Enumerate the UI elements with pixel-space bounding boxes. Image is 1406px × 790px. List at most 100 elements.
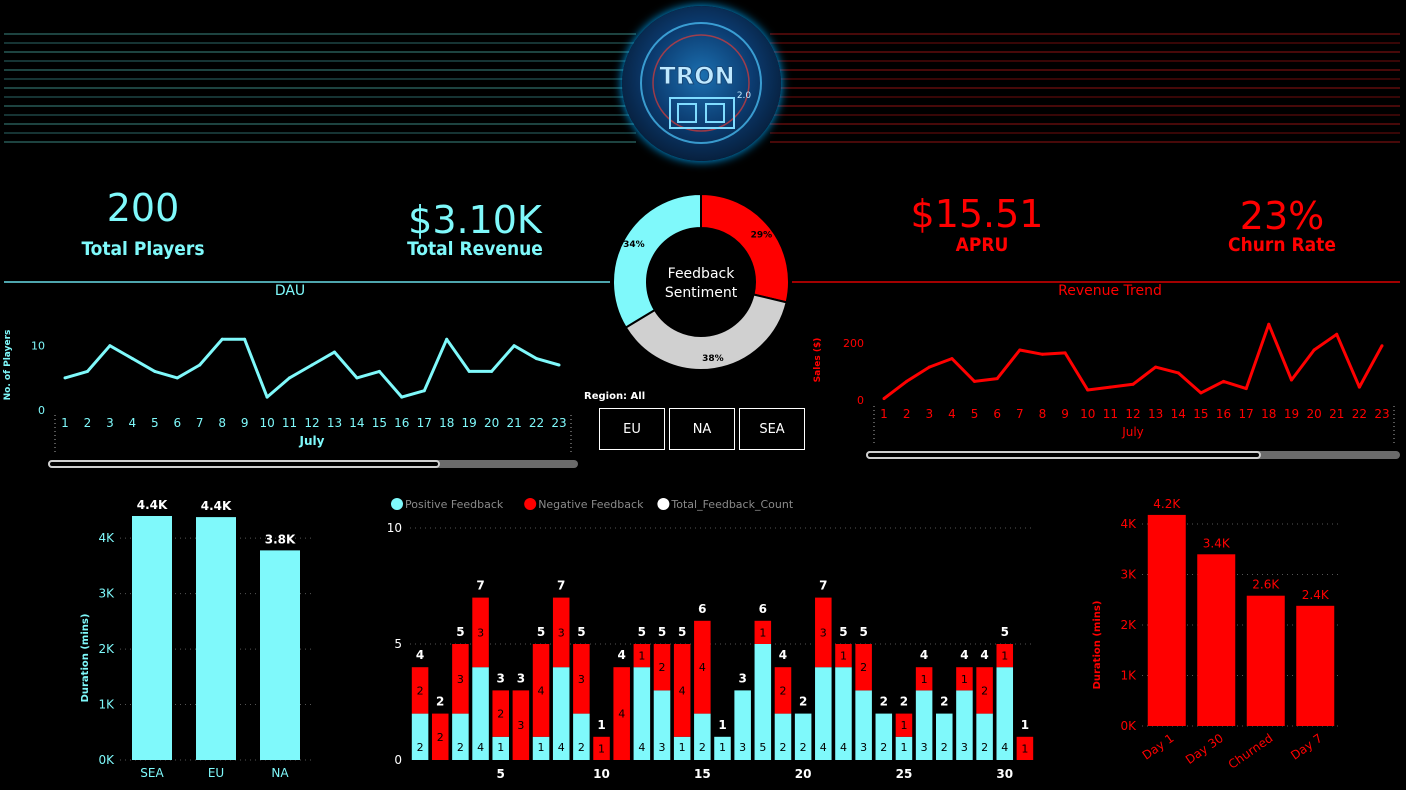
- bar-negative: [472, 597, 489, 668]
- x-tick-label: 9: [1061, 407, 1069, 421]
- bar-label-positive: 4: [1001, 741, 1008, 754]
- y-tick-label: 3K: [98, 587, 115, 601]
- bar-positive: [673, 736, 691, 760]
- data-point: [1289, 378, 1293, 382]
- bar-label-negative: 3: [578, 673, 585, 686]
- x-tick-label: 21: [1329, 407, 1344, 421]
- bar-label-total: 7: [476, 579, 484, 593]
- bar-negative: [492, 690, 509, 737]
- y-tick-label: 0: [394, 753, 402, 767]
- x-tick-label: 16: [394, 416, 409, 430]
- bar-negative: [431, 713, 449, 760]
- dau-scrollbar[interactable]: [48, 460, 578, 468]
- bar-label-total: 4: [416, 648, 424, 662]
- region-button-na[interactable]: NA: [669, 408, 735, 450]
- donut-slice-label: 34%: [623, 240, 645, 250]
- kpi-apru-value: $15.51: [910, 192, 1044, 236]
- data-point: [1018, 348, 1022, 352]
- bar-label-negative: 4: [679, 684, 686, 697]
- tron-logo: TRON 2.0: [622, 6, 781, 161]
- bar-positive: [734, 690, 751, 760]
- legend-marker: [391, 498, 403, 510]
- bar-label-total: 4: [779, 648, 787, 662]
- bar-label-total: 4: [960, 648, 968, 662]
- bar-label-total: 5: [456, 625, 464, 639]
- donut-slice-negative: [700, 192, 790, 304]
- bar-label-total: 4: [980, 648, 988, 662]
- data-point: [377, 369, 381, 373]
- bar-label-negative: 2: [437, 731, 444, 744]
- retention-duration-chart[interactable]: 0K 1K 2K 3K 4K Duration (mins) 4.2K Day 1 3.4K Da…: [1080, 480, 1406, 790]
- x-tick-label: 20: [484, 416, 499, 430]
- data-point: [1244, 387, 1248, 391]
- data-point: [175, 376, 179, 380]
- bar-label-positive: 4: [558, 741, 565, 754]
- bar-label-negative: 1: [900, 719, 907, 732]
- bar: [1246, 595, 1285, 726]
- revenue-trend-title: Revenue Trend: [1058, 283, 1162, 299]
- bar-positive: [633, 667, 651, 760]
- region-filter-label: Region: All: [584, 391, 646, 402]
- revenue-scrollbar-thumb[interactable]: [866, 451, 1262, 459]
- bar-label-positive: 1: [538, 741, 545, 754]
- bar-label-positive: 3: [739, 741, 746, 754]
- duration-by-region-chart[interactable]: 0K 1K 2K 3K 4K Duration (mins) 4.4K SEA 4.4K EU 3.…: [0, 480, 360, 790]
- data-point: [927, 365, 931, 369]
- region-button-eu[interactable]: EU: [599, 408, 665, 450]
- bar-label-total: 5: [839, 625, 847, 639]
- x-tick-label: 11: [1103, 407, 1118, 421]
- bar: [196, 517, 236, 760]
- bar-label-negative: 1: [1001, 650, 1008, 663]
- x-tick-label: 22: [529, 416, 544, 430]
- feedback-sentiment-donut[interactable]: 29% 38% 34% Feedback Sentiment: [609, 190, 793, 374]
- x-tick-label: 13: [327, 416, 342, 430]
- data-point: [1086, 388, 1090, 392]
- data-label: 4.4K: [137, 498, 168, 512]
- donut-slice-neutral: [624, 293, 788, 371]
- x-tick-label: 12: [1125, 407, 1140, 421]
- bar: [1147, 514, 1186, 726]
- x-tick-label: 5: [497, 767, 505, 781]
- x-tick-label: 20: [795, 767, 812, 781]
- data-point: [973, 379, 977, 383]
- feedback-by-day-chart[interactable]: Positive Feedback Negative Feedback Total_…: [380, 490, 1050, 790]
- bar-negative: [855, 644, 872, 691]
- bar-label-negative: 3: [457, 673, 464, 686]
- x-tick-label: 4: [948, 407, 956, 421]
- x-tick-label: 30: [996, 767, 1013, 781]
- bar: [1296, 605, 1335, 726]
- dau-title: DAU: [274, 283, 306, 299]
- donut-slice-label: 38%: [702, 354, 724, 364]
- donut-center-label: Feedback: [668, 266, 736, 282]
- y-axis-label: No. of Players: [3, 330, 13, 401]
- bar-label-total: 1: [1021, 718, 1029, 732]
- dau-scrollbar-thumb[interactable]: [48, 460, 441, 468]
- bar-label-total: 1: [597, 718, 605, 732]
- bar-negative: [976, 667, 993, 714]
- revenue-scrollbar[interactable]: [866, 451, 1400, 459]
- bar-negative: [613, 667, 630, 760]
- bar-positive: [452, 713, 469, 760]
- bar-label-total: 2: [940, 695, 948, 709]
- bar-negative: [411, 667, 429, 714]
- bar-negative: [895, 713, 913, 737]
- x-tick-label: 19: [462, 416, 477, 430]
- x-tick-label: 18: [1261, 407, 1276, 421]
- x-tick-label: Day 7: [1288, 731, 1325, 763]
- bar-label-positive: 4: [820, 741, 827, 754]
- x-tick-label: Day 30: [1183, 731, 1226, 767]
- bar-positive: [411, 713, 429, 760]
- x-tick-label: 15: [1193, 407, 1208, 421]
- y-tick-label: 1K: [1120, 669, 1137, 683]
- bar-label-negative: 4: [538, 684, 545, 697]
- logo-subtext: 2.0: [737, 91, 752, 101]
- region-button-sea[interactable]: SEA: [739, 408, 805, 450]
- bar-label-positive: 1: [900, 741, 907, 754]
- data-point: [1222, 379, 1226, 383]
- legend-label: Total_Feedback_Count: [670, 498, 793, 511]
- bar-positive: [532, 736, 550, 760]
- series-line: [883, 322, 1384, 400]
- y-tick-label: 0K: [98, 753, 115, 767]
